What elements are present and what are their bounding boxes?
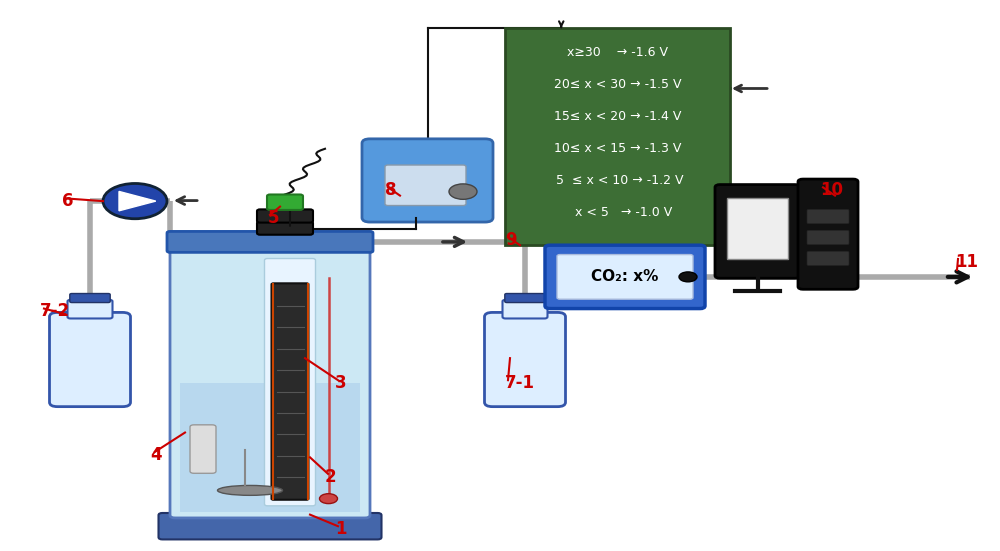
Text: 5  ≤ x < 10 → -1.2 V: 5 ≤ x < 10 → -1.2 V <box>552 174 683 187</box>
FancyBboxPatch shape <box>257 209 313 223</box>
Text: 6: 6 <box>62 192 74 210</box>
FancyBboxPatch shape <box>362 139 493 222</box>
Circle shape <box>103 183 167 219</box>
FancyBboxPatch shape <box>807 230 849 245</box>
Text: 8: 8 <box>385 181 396 199</box>
FancyBboxPatch shape <box>180 383 360 512</box>
FancyBboxPatch shape <box>70 294 110 302</box>
FancyBboxPatch shape <box>49 312 130 407</box>
Text: 11: 11 <box>955 253 978 271</box>
Text: 5: 5 <box>268 209 280 226</box>
Text: 10≤ x < 15 → -1.3 V: 10≤ x < 15 → -1.3 V <box>554 142 681 155</box>
FancyBboxPatch shape <box>505 28 730 245</box>
Circle shape <box>449 184 477 199</box>
FancyBboxPatch shape <box>545 245 705 309</box>
Text: 7-2: 7-2 <box>40 302 70 320</box>
FancyBboxPatch shape <box>715 185 800 278</box>
FancyBboxPatch shape <box>385 165 466 206</box>
FancyBboxPatch shape <box>159 513 382 539</box>
FancyBboxPatch shape <box>807 251 849 266</box>
Ellipse shape <box>218 485 283 495</box>
FancyBboxPatch shape <box>505 294 545 302</box>
FancyBboxPatch shape <box>807 209 849 224</box>
Text: 1: 1 <box>335 520 347 538</box>
Circle shape <box>679 272 697 282</box>
Text: 7-1: 7-1 <box>505 374 535 392</box>
Polygon shape <box>119 191 156 211</box>
Text: 4: 4 <box>150 446 162 463</box>
Text: 3: 3 <box>335 374 347 392</box>
Text: 9: 9 <box>505 231 517 249</box>
Text: 10: 10 <box>820 181 843 199</box>
Text: x < 5   → -1.0 V: x < 5 → -1.0 V <box>563 206 672 219</box>
FancyBboxPatch shape <box>485 312 566 407</box>
Circle shape <box>320 494 338 504</box>
FancyBboxPatch shape <box>190 425 216 473</box>
FancyBboxPatch shape <box>167 231 373 252</box>
Text: CO₂: x%: CO₂: x% <box>591 269 659 284</box>
Text: 20≤ x < 30 → -1.5 V: 20≤ x < 30 → -1.5 V <box>554 78 681 91</box>
FancyBboxPatch shape <box>798 179 858 289</box>
FancyBboxPatch shape <box>67 300 112 318</box>
FancyBboxPatch shape <box>557 255 693 299</box>
FancyBboxPatch shape <box>503 300 548 318</box>
FancyBboxPatch shape <box>264 258 316 506</box>
FancyBboxPatch shape <box>272 283 308 500</box>
Text: x≥30    → -1.6 V: x≥30 → -1.6 V <box>567 46 668 59</box>
Text: 15≤ x < 20 → -1.4 V: 15≤ x < 20 → -1.4 V <box>554 110 681 123</box>
FancyBboxPatch shape <box>727 198 788 259</box>
FancyBboxPatch shape <box>170 242 370 518</box>
FancyBboxPatch shape <box>267 195 303 210</box>
Text: 2: 2 <box>325 468 337 485</box>
FancyBboxPatch shape <box>257 222 313 235</box>
